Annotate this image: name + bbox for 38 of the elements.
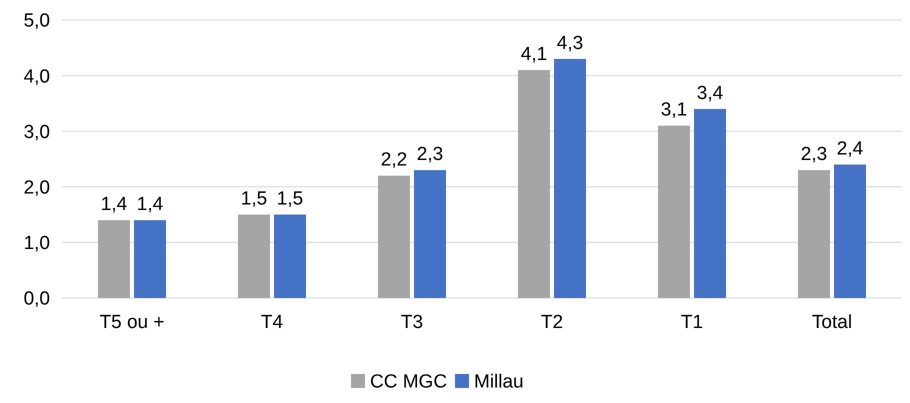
bar	[834, 164, 866, 298]
y-tick-label: 5,0	[24, 10, 50, 32]
data-label: 2,4	[836, 138, 864, 160]
data-label: 3,1	[660, 100, 688, 121]
bar	[658, 126, 690, 298]
data-label: 2,3	[800, 144, 828, 166]
bar	[798, 170, 830, 298]
bar	[274, 214, 306, 298]
y-tick-label: 4,0	[24, 66, 50, 88]
data-label: 2,3	[416, 144, 444, 166]
data-label: 2,2	[380, 150, 408, 171]
y-tick-label: 2,0	[24, 177, 50, 198]
y-tick-label: 3,0	[24, 122, 50, 143]
data-label: 1,4	[100, 194, 128, 216]
data-label: 4,3	[556, 32, 584, 54]
bar	[98, 220, 130, 298]
x-tick-label: T4	[260, 312, 284, 333]
legend-label: Millau	[474, 372, 524, 393]
y-tick-label: 0,0	[24, 288, 50, 310]
bar	[238, 214, 270, 298]
x-tick-label: T5 ou +	[100, 312, 164, 333]
data-label: 4,1	[520, 44, 548, 66]
bar	[414, 170, 446, 298]
legend-label: CC MGC	[370, 372, 448, 393]
bar	[554, 58, 586, 298]
x-tick-label: T1	[680, 312, 704, 333]
data-label: 3,4	[696, 82, 724, 104]
x-tick-label: Total	[812, 312, 852, 333]
bar	[518, 70, 550, 298]
bar	[134, 220, 166, 298]
data-label: 1,4	[136, 194, 164, 216]
bar	[378, 176, 410, 298]
data-label: 1,5	[276, 188, 304, 210]
bar	[694, 108, 726, 298]
data-label: 1,5	[240, 188, 268, 210]
y-tick-label: 1,0	[24, 233, 50, 254]
x-tick-label: T2	[540, 312, 564, 333]
x-tick-label: T3	[400, 312, 424, 333]
